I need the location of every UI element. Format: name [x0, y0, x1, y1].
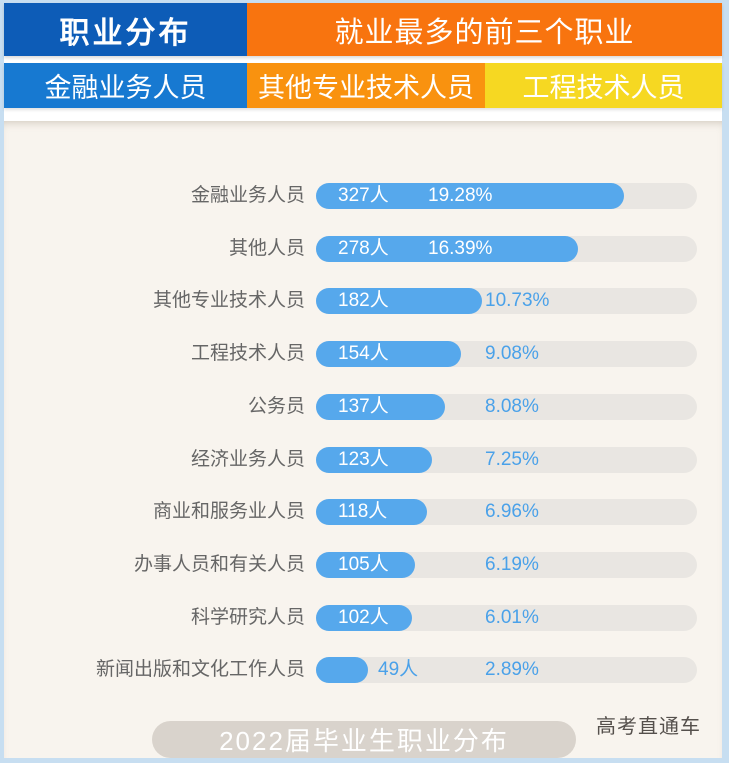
top3-badge-2: 其他专业技术人员 [247, 63, 485, 108]
bar-track: 137人 8.08% [316, 393, 697, 420]
chart-row: 科学研究人员 102人 6.01% [4, 604, 722, 631]
brand-watermark: 高考直通车 [596, 716, 701, 738]
category-label: 办事人员和有关人员 [133, 553, 305, 575]
bar-track: 105人 6.19% [316, 551, 697, 578]
percent-value: 7.25% [485, 448, 539, 470]
people-count-value: 118人 [338, 501, 388, 523]
percent-value: 9.08% [485, 343, 539, 365]
category-label: 公务员 [247, 395, 305, 417]
bar-fill [316, 235, 578, 262]
bar-fill [316, 657, 368, 684]
chart-row: 商业和服务业人员 118人 6.96% [4, 499, 722, 526]
bar-track: 278人 16.39% [316, 235, 697, 262]
category-label: 商业和服务业人员 [152, 501, 305, 523]
header-row-title: 职业分布 就业最多的前三个职业 [4, 3, 722, 56]
top3-badge-2-text: 其他专业技术人员 [258, 73, 474, 103]
bar-fill [316, 288, 482, 315]
people-count-value: 123人 [338, 448, 389, 470]
top3-badge-1: 金融业务人员 [4, 63, 247, 108]
bar-fill [316, 446, 432, 473]
top3-badge-3: 工程技术人员 [485, 63, 722, 108]
percent-value: 6.01% [485, 606, 539, 628]
chart-row: 金融业务人员 327人 19.28% [4, 183, 722, 209]
category-label: 科学研究人员 [190, 606, 305, 628]
page-border-right [722, 0, 729, 763]
people-count-value: 105人 [338, 553, 389, 575]
percent-value: 19.28% [428, 185, 493, 206]
category-label: 金融业务人员 [190, 185, 305, 206]
chart-row: 公务员 137人 8.08% [4, 393, 722, 420]
bar-fill [316, 499, 427, 526]
people-count-value: 278人 [338, 237, 389, 259]
percent-value: 6.19% [485, 553, 539, 575]
top3-badge-3-text: 工程技术人员 [522, 73, 685, 103]
bar-fill [316, 551, 415, 578]
bar-fill [316, 341, 461, 368]
page-border-left [0, 0, 4, 763]
chart-caption-pill: 2022届毕业生职业分布 [152, 721, 576, 758]
category-label: 其他人员 [228, 237, 305, 259]
people-count-value: 182人 [338, 290, 389, 312]
page-border-bottom [0, 758, 729, 763]
chart-row: 办事人员和有关人员 105人 6.19% [4, 551, 722, 578]
bar-fill [316, 183, 624, 209]
bar-fill [316, 393, 445, 420]
bar-track: 49人 2.89% [316, 657, 697, 684]
bar-track: 327人 19.28% [316, 183, 697, 209]
header-title-text: 职业分布 [59, 16, 192, 50]
percent-value: 2.89% [485, 659, 539, 681]
chart-row: 新闻出版和文化工作人员 49人 2.89% [4, 657, 722, 684]
category-label: 其他专业技术人员 [152, 290, 305, 312]
header-subtitle-badge: 就业最多的前三个职业 [247, 3, 722, 56]
category-label: 新闻出版和文化工作人员 [95, 659, 305, 681]
chart-area: 金融业务人员 327人 19.28% 其他人员 278人 16.39% 其他专业… [4, 121, 722, 758]
people-count-value: 154人 [338, 343, 389, 365]
chart-row: 经济业务人员 123人 7.25% [4, 446, 722, 473]
bar-track: 182人 10.73% [316, 288, 697, 315]
chart-row: 工程技术人员 154人 9.08% [4, 341, 722, 368]
chart-row: 其他专业技术人员 182人 10.73% [4, 288, 722, 315]
percent-value: 10.73% [485, 290, 550, 312]
top3-badge-1-text: 金融业务人员 [44, 73, 207, 103]
bar-fill [316, 604, 412, 631]
chart-row: 其他人员 278人 16.39% [4, 235, 722, 262]
page-border-top [0, 0, 729, 3]
bar-track: 123人 7.25% [316, 446, 697, 473]
percent-value: 16.39% [428, 237, 493, 259]
bar-track: 154人 9.08% [316, 341, 697, 368]
bar-track: 118人 6.96% [316, 499, 697, 526]
bar-track: 102人 6.01% [316, 604, 697, 631]
percent-value: 8.08% [485, 395, 539, 417]
header-title-badge: 职业分布 [4, 3, 247, 56]
people-count-value: 327人 [338, 185, 389, 206]
header-subtitle-text: 就业最多的前三个职业 [334, 16, 635, 49]
people-count-value: 49人 [378, 659, 419, 681]
people-count-value: 137人 [338, 395, 389, 417]
header-row-top3: 金融业务人员 其他专业技术人员 工程技术人员 [4, 63, 722, 108]
chart-caption-text: 2022届毕业生职业分布 [219, 726, 509, 756]
percent-value: 6.96% [485, 501, 539, 523]
category-label: 工程技术人员 [190, 343, 305, 365]
category-label: 经济业务人员 [190, 448, 305, 470]
people-count-value: 102人 [338, 606, 389, 628]
